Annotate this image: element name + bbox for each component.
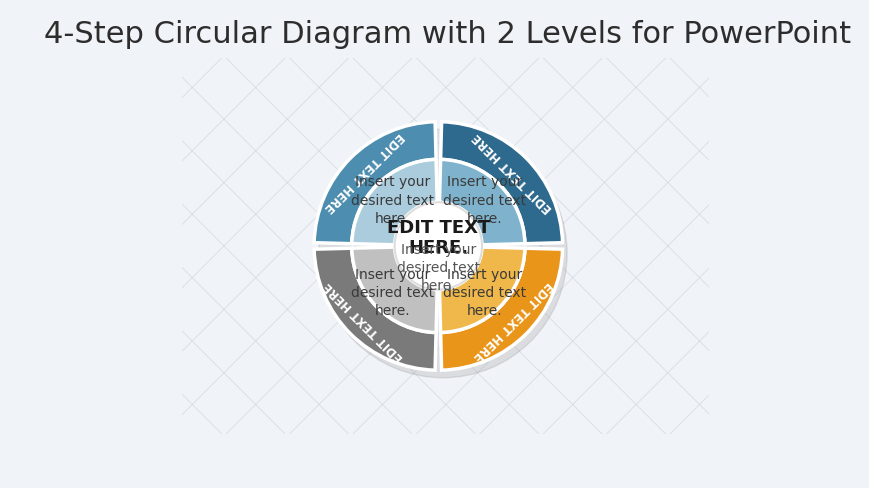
Wedge shape: [440, 249, 562, 370]
Text: Insert your
desired text
here.: Insert your desired text here.: [442, 175, 526, 226]
Wedge shape: [314, 122, 435, 244]
Text: Insert your
desired text
here.: Insert your desired text here.: [396, 242, 480, 293]
Text: 4-Step Circular Diagram with 2 Levels for PowerPoint: 4-Step Circular Diagram with 2 Levels fo…: [43, 20, 850, 48]
Text: Insert your
desired text
here.: Insert your desired text here.: [442, 267, 526, 318]
Circle shape: [318, 130, 567, 378]
Text: EDIT TEXT
HERE.: EDIT TEXT HERE.: [386, 218, 489, 257]
Text: Insert your
desired text
here.: Insert your desired text here.: [350, 267, 434, 318]
Wedge shape: [314, 249, 435, 370]
Wedge shape: [351, 247, 437, 333]
Text: EDIT TEXT HERE: EDIT TEXT HERE: [470, 130, 554, 214]
Text: EDIT TEXT HERE: EDIT TEXT HERE: [321, 130, 406, 214]
Text: EDIT TEXT HERE: EDIT TEXT HERE: [470, 279, 554, 363]
Wedge shape: [439, 160, 524, 245]
Wedge shape: [440, 122, 562, 244]
Wedge shape: [439, 247, 524, 333]
Text: EDIT TEXT HERE: EDIT TEXT HERE: [321, 279, 406, 363]
Circle shape: [395, 203, 481, 290]
Wedge shape: [351, 160, 437, 245]
Text: Insert your
desired text
here.: Insert your desired text here.: [350, 175, 434, 226]
